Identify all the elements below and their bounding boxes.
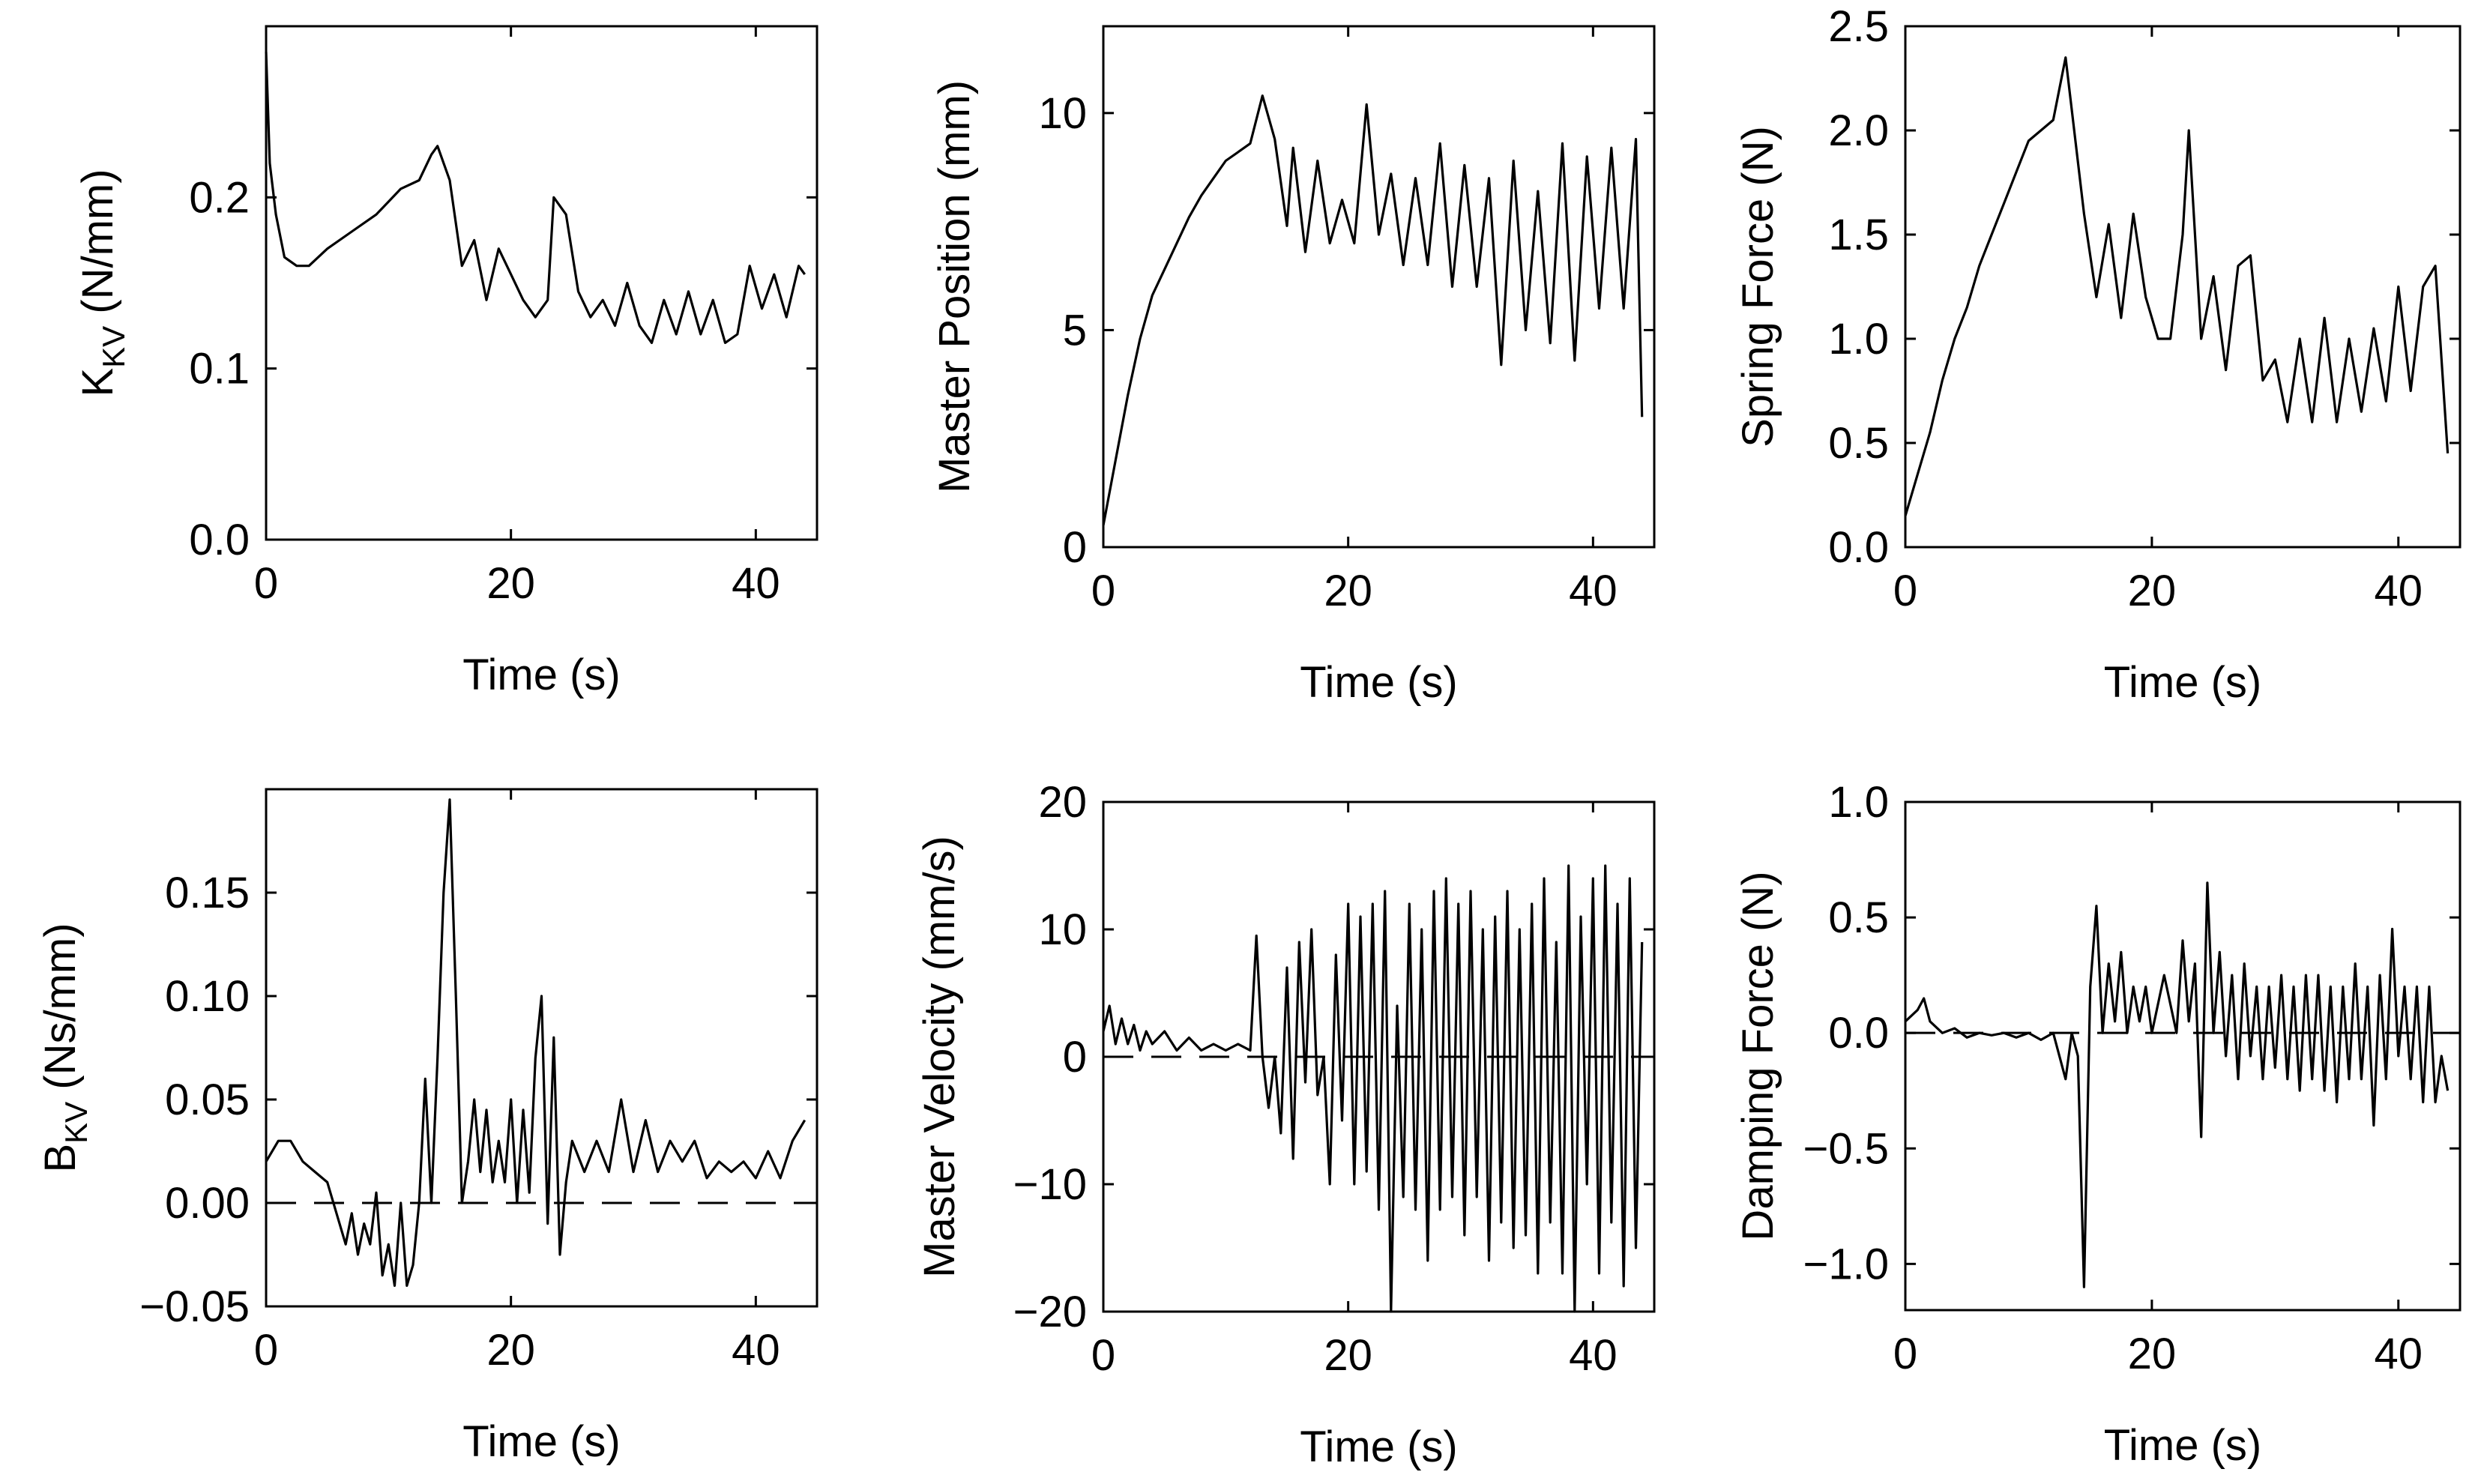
chart-master-position-ylabel: Master Position (mm) [930,80,979,493]
chart-spring-force-ytick-label: 0.0 [1828,523,1889,572]
chart-damping-force-xtick-label: 20 [2128,1330,2177,1378]
chart-spring-force-xtick-label: 20 [2128,567,2177,615]
chart-kkv-ytick-label: 0.1 [189,345,250,393]
chart-damping-force-xtick-label: 0 [1893,1330,1917,1378]
chart-kkv-ylabel: KKV (N/mm) [73,169,131,396]
chart-spring-force-ytick-label: 1.0 [1828,315,1889,364]
chart-spring-force-ytick-label: 2.0 [1828,106,1889,155]
chart-master-velocity-xtick-label: 20 [1324,1331,1372,1380]
chart-bkv-ytick-label: 0.15 [165,869,250,917]
chart-bkv-xtick-label: 20 [486,1326,535,1375]
chart-damping-force-xtick-label: 40 [2375,1330,2423,1378]
chart-master-velocity-ytick-label: −10 [1013,1160,1087,1209]
chart-master-velocity-xtick-label: 40 [1569,1331,1618,1380]
chart-bkv-xtick-label: 0 [254,1326,278,1375]
chart-kkv-xlabel: Time (s) [462,651,620,699]
chart-kkv-ytick-label: 0.2 [189,173,250,222]
chart-master-position-ylabel-main: Master Position (mm) [930,80,979,493]
chart-bkv-ytick-label: 0.10 [165,972,250,1021]
chart-master-position-ytick-label: 0 [1063,523,1087,572]
chart-master-position-ytick-label: 10 [1038,89,1087,138]
chart-master-velocity-xtick-label: 0 [1091,1331,1115,1380]
chart-bkv-ylabel-main: B [36,1144,85,1173]
chart-damping-force-ytick-label: −1.0 [1803,1240,1890,1288]
chart-master-position-xtick-label: 20 [1324,567,1372,615]
chart-kkv-frame [265,25,819,541]
chart-spring-force-ylabel-main: Spring Force (N) [1734,126,1782,447]
chart-damping-force-ytick-label: 0.0 [1828,1009,1889,1058]
chart-kkv-ylabel-sub: KV [96,326,131,368]
chart-damping-force-ytick-label: 1.0 [1828,778,1889,827]
chart-damping-force-ylabel-main: Damping Force (N) [1734,871,1782,1240]
chart-spring-force: 0 20 40 0.0 0.5 1.0 1.5 2.0 2.5 Time (s) Spring Fo… [1734,2,2462,707]
chart-damping-force-ytick-label: 0.5 [1828,893,1889,942]
chart-master-velocity-ytick-label: −20 [1013,1288,1087,1336]
chart-damping-force-ytick-label: −0.5 [1803,1124,1890,1173]
chart-bkv-ytick-label: 0.05 [165,1076,250,1124]
chart-kkv-xtick-label: 20 [486,559,535,608]
chart-spring-force-ylabel: Spring Force (N) [1734,126,1782,447]
chart-spring-force-ytick-label: 0.5 [1828,419,1889,468]
chart-master-velocity-ytick-label: 10 [1038,905,1087,954]
chart-bkv-xlabel: Time (s) [462,1417,620,1466]
chart-master-position: 0 20 40 0 5 10 Time (s) Master Position (mm) [930,25,1656,707]
chart-spring-force-xtick-label: 40 [2375,567,2423,615]
chart-spring-force-frame [1904,25,2462,549]
chart-master-position-ytick-label: 5 [1063,306,1087,355]
chart-master-velocity-xlabel: Time (s) [1300,1423,1457,1471]
chart-damping-force-xlabel: Time (s) [2104,1421,2261,1470]
chart-bkv-ylabel-unit: (Ns/mm) [36,923,85,1101]
chart-bkv-ytick-label: −0.05 [139,1282,250,1331]
chart-master-position-xlabel: Time (s) [1300,658,1457,707]
chart-bkv-xtick-label: 40 [732,1326,780,1375]
chart-damping-force-frame [1904,800,2462,1312]
chart-master-velocity-series-line [1102,864,1644,1313]
chart-bkv-ylabel-sub: KV [58,1102,94,1144]
chart-kkv-xtick-label: 0 [254,559,278,608]
chart-spring-force-ytick-label: 2.5 [1828,2,1889,51]
chart-kkv-xtick-label: 40 [732,559,780,608]
chart-master-velocity-ytick-label: 0 [1063,1033,1087,1082]
chart-kkv-ytick-label: 0.0 [189,516,250,564]
chart-master-velocity-ylabel: Master Velocity (mm/s) [915,836,964,1278]
chart-spring-force-ytick-label: 1.5 [1828,211,1889,259]
chart-master-position-frame [1102,25,1656,549]
chart-kkv-series-line [265,52,806,344]
chart-kkv-ylabel-unit: (N/mm) [73,169,122,325]
chart-master-position-series-line [1102,94,1644,526]
chart-damping-force: 0 20 40 −1.0 −0.5 0.0 0.5 1.0 Time (s) Damping Fo… [1734,778,2462,1470]
chart-damping-force-series-line [1904,881,2450,1288]
chart-master-velocity-ylabel-main: Master Velocity (mm/s) [915,836,964,1278]
chart-bkv: 0 20 40 −0.05 0.00 0.05 0.10 0.15 Time (s) BKV (N… [36,788,819,1466]
chart-kkv-ylabel-main: K [73,368,122,397]
chart-bkv-series-line [265,798,807,1288]
chart-spring-force-xtick-label: 0 [1893,567,1917,615]
chart-bkv-frame [265,788,819,1308]
chart-spring-force-xlabel: Time (s) [2104,658,2261,707]
chart-kkv: 0 20 40 0.0 0.1 0.2 Time (s) KKV (N/mm) [73,25,819,699]
chart-damping-force-ylabel: Damping Force (N) [1734,871,1782,1240]
chart-master-velocity: 0 20 40 −20 −10 0 10 20 Time (s) Master Velocity … [915,778,1656,1471]
chart-master-velocity-ytick-label: 20 [1038,778,1087,827]
chart-master-position-xtick-label: 40 [1569,567,1618,615]
chart-bkv-ytick-label: 0.00 [165,1179,250,1228]
chart-bkv-ylabel: BKV (Ns/mm) [36,923,94,1172]
chart-spring-force-series-line [1904,56,2450,516]
chart-master-position-xtick-label: 0 [1091,567,1115,615]
